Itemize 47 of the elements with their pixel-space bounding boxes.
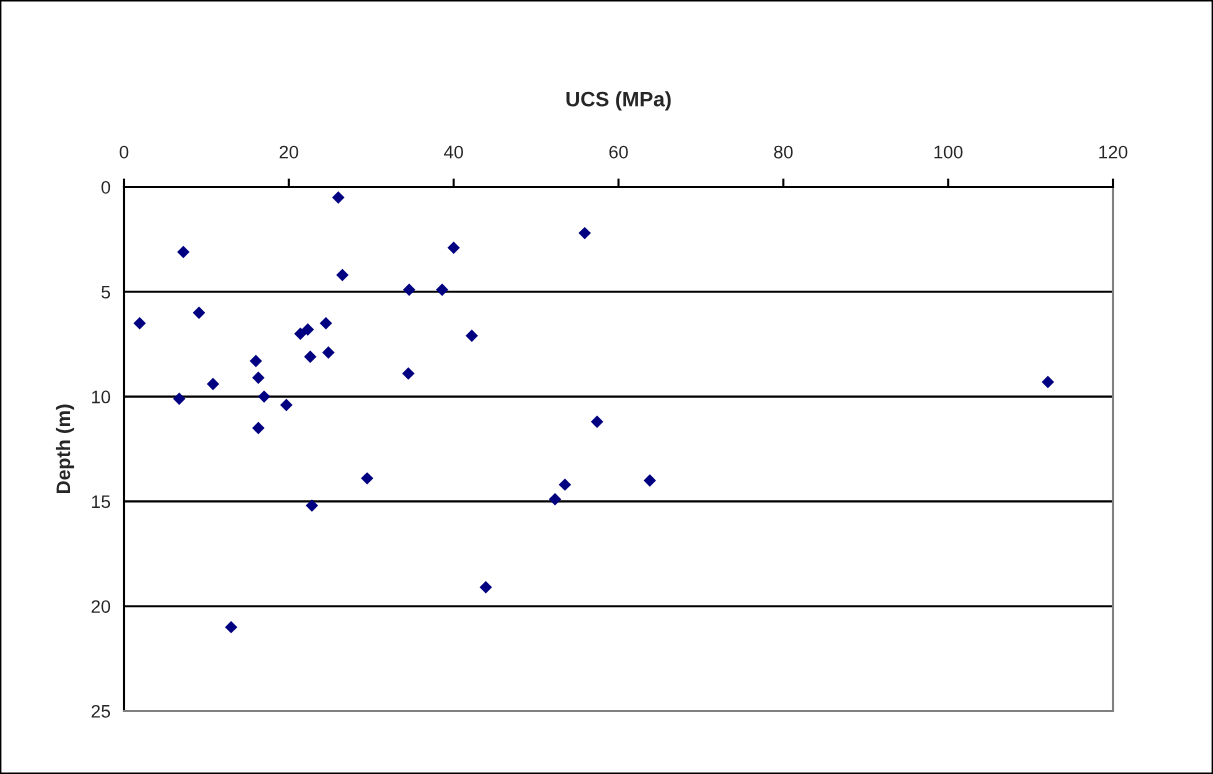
point	[548, 493, 562, 506]
point	[252, 371, 265, 384]
point	[252, 421, 265, 435]
point	[402, 367, 415, 380]
x-tick-label: 60	[609, 145, 628, 159]
point	[332, 191, 345, 204]
point	[643, 474, 657, 487]
point	[360, 472, 374, 485]
point	[558, 478, 572, 491]
x-tick-label: 0	[119, 145, 129, 159]
point	[280, 398, 293, 412]
point	[301, 323, 314, 336]
point	[305, 499, 319, 512]
point	[465, 329, 479, 343]
point	[336, 268, 349, 282]
x-tick-label: 100	[934, 145, 963, 159]
point	[322, 346, 335, 359]
point	[590, 415, 604, 428]
x-tick-label: 20	[279, 145, 299, 159]
point	[173, 392, 186, 405]
point	[304, 350, 317, 363]
point	[1041, 375, 1055, 389]
point	[447, 241, 460, 254]
x-axis-title: UCS (MPa)	[566, 91, 671, 111]
point	[435, 283, 449, 296]
point	[257, 390, 271, 403]
point	[133, 317, 146, 330]
y-tick-label: 0	[101, 180, 111, 194]
y-tick-label: 15	[92, 495, 111, 509]
y-tick-label: 25	[91, 704, 111, 718]
y-tick-label: 5	[101, 285, 111, 299]
point	[319, 317, 333, 330]
point	[206, 377, 220, 391]
x-tick-label: 120	[1099, 145, 1128, 159]
y-tick-label: 10	[92, 390, 111, 404]
point	[294, 327, 307, 340]
point	[224, 620, 238, 634]
point	[578, 226, 591, 240]
x-tick-label: 40	[444, 145, 463, 159]
point	[402, 283, 416, 296]
y-tick-label: 20	[91, 600, 111, 613]
point	[177, 245, 190, 259]
x-tick-label: 80	[774, 145, 793, 159]
y-axis-title: Depth (m)	[55, 404, 75, 494]
point	[249, 354, 263, 368]
point	[192, 306, 206, 319]
point	[479, 581, 493, 594]
